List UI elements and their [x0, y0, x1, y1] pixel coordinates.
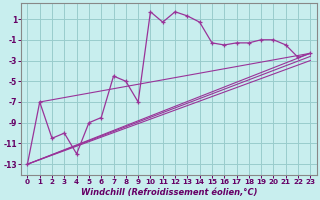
X-axis label: Windchill (Refroidissement éolien,°C): Windchill (Refroidissement éolien,°C) — [81, 188, 257, 197]
